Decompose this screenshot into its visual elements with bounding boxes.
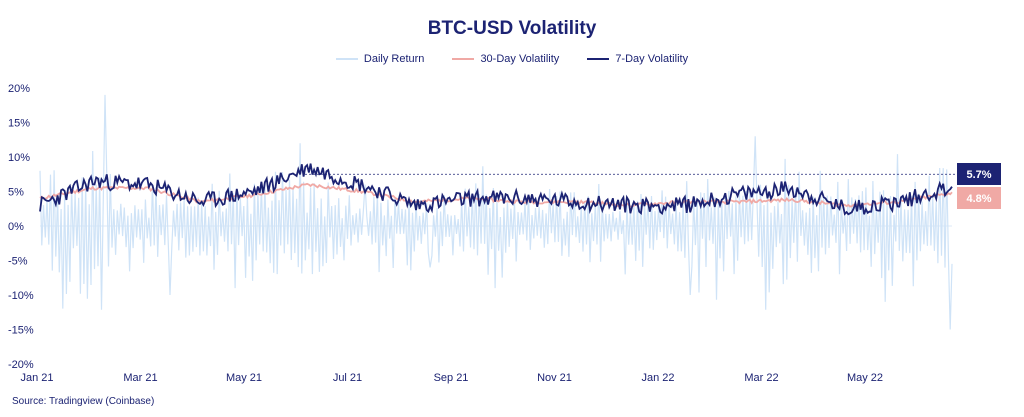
legend-swatch-30-day-volatility — [452, 58, 475, 60]
legend-swatch-7-day-volatility — [587, 58, 610, 60]
y-axis: 20% 15% 10% 5% 0% -5% -10% -15% -20% — [8, 83, 34, 371]
vol-7-day-line — [39, 163, 953, 216]
y-tick-label: 0% — [8, 221, 24, 233]
x-tick-label: Mar 21 — [123, 372, 157, 384]
y-tick-label: 20% — [8, 83, 30, 95]
badge-label: 5.7% — [966, 169, 991, 181]
legend-item-30-day-volatility: 30-Day Volatility — [452, 53, 559, 65]
x-tick-label: May 22 — [847, 372, 883, 384]
x-tick-label: Sep 21 — [434, 372, 469, 384]
legend: Daily Return 30-Day Volatility 7-Day Vol… — [0, 53, 1024, 65]
y-tick-label: 5% — [8, 187, 24, 199]
badge-bg — [957, 187, 1001, 209]
badge-vol30: 4.8% — [957, 187, 1001, 209]
badge-bg — [957, 163, 1001, 185]
x-tick-label: Jan 22 — [641, 372, 674, 384]
value-badges: 5.7% 4.8% — [957, 163, 1001, 209]
badge-label: 4.8% — [966, 193, 991, 205]
chart-title: BTC-USD Volatility — [427, 18, 597, 39]
x-tick-label: Jan 21 — [20, 372, 53, 384]
daily-return-line — [39, 94, 953, 330]
y-tick-label: -10% — [8, 290, 34, 302]
legend-item-7-day-volatility: 7-Day Volatility — [587, 53, 688, 65]
x-axis: Jan 21 Mar 21 May 21 Jul 21 Sep 21 Nov 21 Jan … — [20, 372, 883, 384]
y-tick-label: 15% — [8, 118, 30, 130]
x-tick-label: Nov 21 — [537, 372, 572, 384]
x-tick-label: Mar 22 — [744, 372, 778, 384]
legend-label-30-day-volatility: 30-Day Volatility — [480, 53, 560, 65]
x-tick-label: May 21 — [226, 372, 262, 384]
y-tick-label: -15% — [8, 325, 34, 337]
legend-label-daily-return: Daily Return — [363, 53, 425, 65]
x-tick-label: Jul 21 — [333, 372, 362, 384]
legend-swatch-daily-return — [335, 58, 358, 60]
badge-vol7: 5.7% — [957, 163, 1001, 185]
legend-label-7-day-volatility: 7-Day Volatility — [615, 53, 689, 65]
y-tick-label: -20% — [8, 359, 34, 371]
y-tick-label: 10% — [8, 152, 30, 164]
plot-area — [39, 94, 956, 330]
legend-item-daily-return: Daily Return — [335, 53, 425, 65]
source-note: Source: Tradingview (Coinbase) — [12, 396, 155, 407]
y-tick-label: -5% — [8, 256, 28, 268]
